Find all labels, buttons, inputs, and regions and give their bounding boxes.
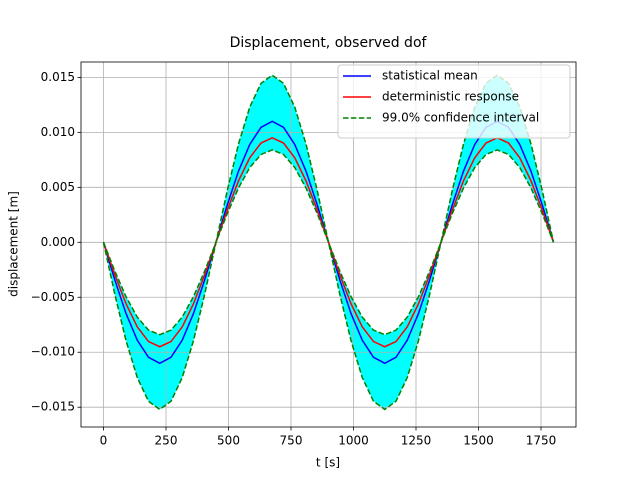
y-tick-label: 0.005 bbox=[41, 180, 75, 194]
legend-label: statistical mean bbox=[382, 69, 478, 83]
x-tick-label: 0 bbox=[100, 434, 108, 448]
x-tick-label: 1000 bbox=[338, 434, 369, 448]
y-tick-label: −0.015 bbox=[31, 400, 75, 414]
legend-label: deterministic response bbox=[382, 90, 519, 104]
x-tick-label: 1500 bbox=[463, 434, 494, 448]
legend-box bbox=[337, 64, 571, 139]
x-tick-label: 750 bbox=[280, 434, 303, 448]
y-tick-label: 0.000 bbox=[41, 235, 75, 249]
plot-frame bbox=[80, 61, 577, 428]
y-axis-label: displacement [m] bbox=[7, 191, 21, 297]
chart-title: Displacement, observed dof bbox=[230, 35, 428, 51]
y-tick-label: 0.010 bbox=[41, 125, 75, 139]
x-axis-label: t [s] bbox=[316, 456, 340, 470]
x-tick-label: 1750 bbox=[526, 434, 557, 448]
x-tick-label: 1250 bbox=[401, 434, 432, 448]
line bbox=[102, 137, 555, 348]
x-tick-label: 500 bbox=[217, 434, 240, 448]
y-tick-label: 0.015 bbox=[41, 70, 75, 84]
confidence-line bbox=[102, 149, 555, 411]
x-tick-label: 250 bbox=[155, 434, 178, 448]
y-tick-label: −0.005 bbox=[31, 290, 75, 304]
y-tick-label: −0.010 bbox=[31, 345, 75, 359]
legend-label: 99.0% confidence interval bbox=[382, 111, 539, 125]
